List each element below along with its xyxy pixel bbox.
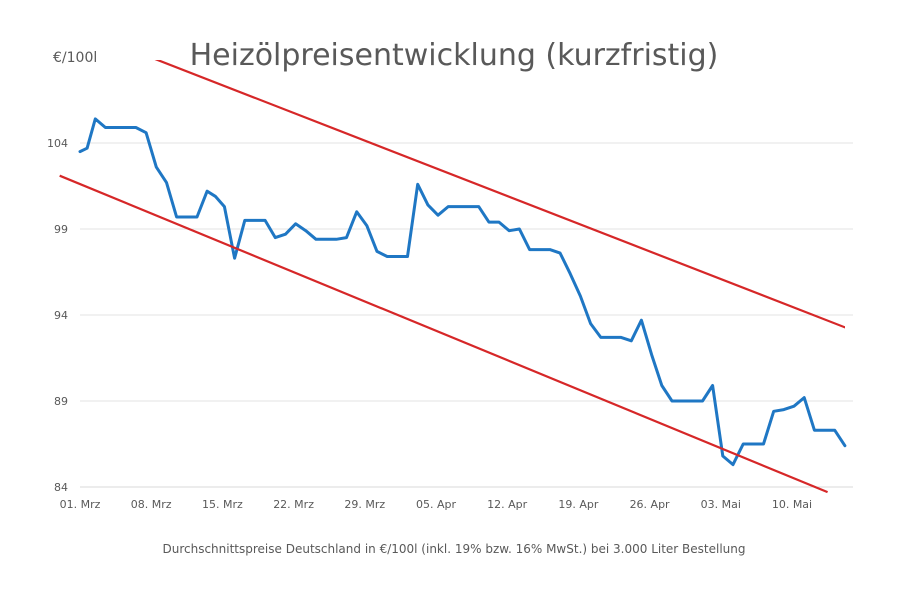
x-tick-label: 29. Mrz (344, 498, 385, 511)
x-tick-label: 03. Mai (701, 498, 741, 511)
chart-footnote: Durchschnittspreise Deutschland in €/100… (162, 542, 746, 556)
x-tick-label: 19. Apr (558, 498, 598, 511)
x-tick-label: 01. Mrz (60, 498, 101, 511)
y-tick-label: 89 (54, 395, 68, 408)
y-tick-label: 84 (54, 481, 68, 494)
y-tick-label: 99 (54, 223, 68, 236)
price-series-line (78, 117, 847, 467)
y-tick-label: 104 (47, 137, 68, 150)
x-tick-label: 22. Mrz (273, 498, 314, 511)
x-tick-label: 05. Apr (416, 498, 456, 511)
chart-title: Heizölpreisentwicklung (kurzfristig) (189, 38, 719, 73)
y-tick-label: 94 (54, 309, 68, 322)
upper-trend-line (154, 60, 845, 329)
y-axis-unit-label: €/100l (53, 50, 98, 66)
lower-trend-line (59, 174, 828, 494)
x-tick-label: 10. Mai (772, 498, 812, 511)
x-tick-label: 15. Mrz (202, 498, 243, 511)
x-tick-label: 26. Apr (630, 498, 670, 511)
x-tick-label: 12. Apr (487, 498, 527, 511)
x-tick-label: 08. Mrz (131, 498, 172, 511)
